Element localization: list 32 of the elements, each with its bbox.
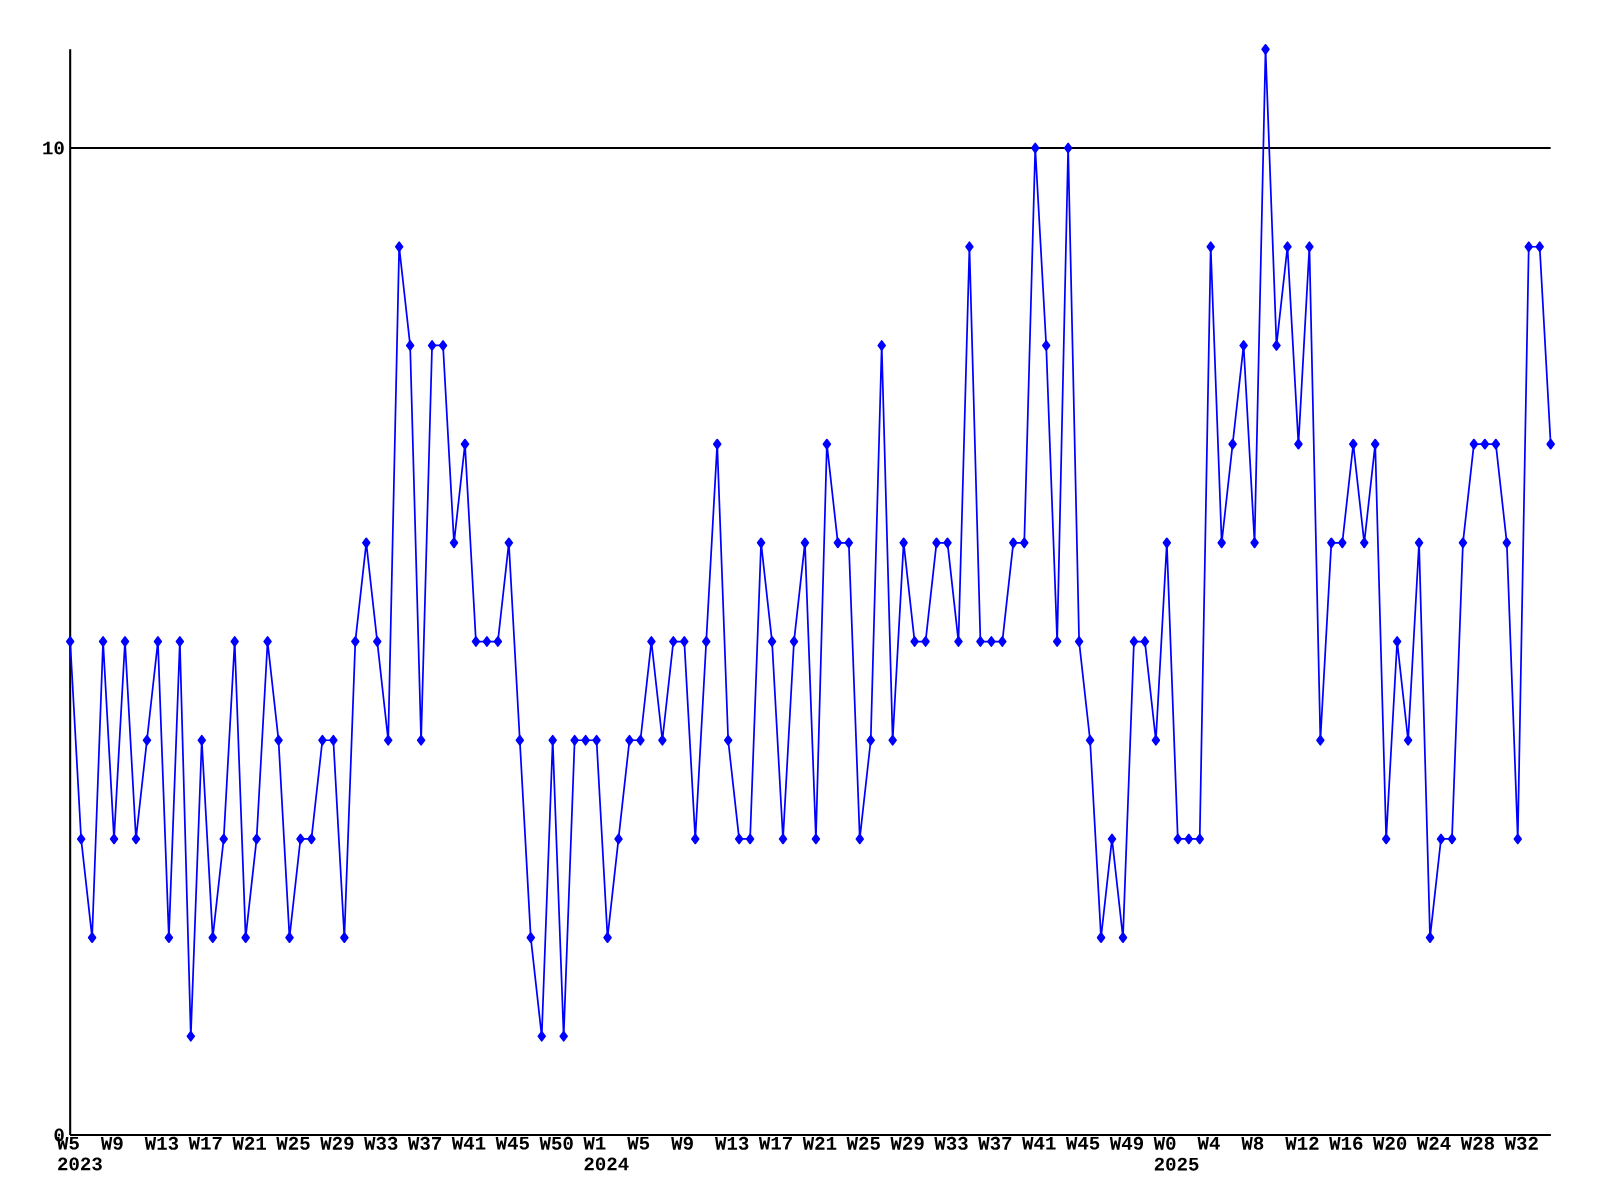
x-tick-label: W45 bbox=[495, 1136, 529, 1150]
x-tick-label: W49 bbox=[1109, 1136, 1144, 1150]
x-tick-label: W41 bbox=[1022, 1136, 1056, 1150]
x-tick-label: W32 bbox=[1504, 1136, 1538, 1150]
x-tick-label: W5 bbox=[627, 1136, 650, 1150]
x-tick-label: W4 bbox=[1197, 1136, 1220, 1150]
x-tick-label: W29 bbox=[320, 1136, 354, 1150]
x-tick-label: W24 bbox=[1416, 1136, 1451, 1150]
y-tick-label: 10 bbox=[43, 141, 64, 155]
x-tick-label: W45 bbox=[1065, 1136, 1100, 1150]
x-tick-label: W13 bbox=[144, 1136, 179, 1150]
x-tick-label: W25 bbox=[276, 1136, 310, 1150]
x-tick-label: W17 bbox=[758, 1136, 792, 1150]
x-tick-label: W9 bbox=[100, 1136, 123, 1150]
x-tick-label: W21 bbox=[802, 1136, 837, 1150]
x-tick-label: W12 bbox=[1285, 1136, 1319, 1150]
x-tick-label: W25 bbox=[846, 1136, 880, 1150]
x-tick-label: W37 bbox=[407, 1136, 441, 1150]
x-tick-label: W33 bbox=[364, 1136, 398, 1150]
x-tick-label: W20 bbox=[1372, 1136, 1407, 1150]
x-tick-label: W37 bbox=[978, 1136, 1012, 1150]
x-tick-label: W28 bbox=[1460, 1136, 1495, 1150]
x-tick-label: W41 bbox=[451, 1136, 486, 1150]
x-tick-label: W9 bbox=[671, 1136, 693, 1150]
x-tick-label: W8 bbox=[1241, 1136, 1264, 1150]
x-tick-label: W29 bbox=[890, 1136, 924, 1150]
x-tick-label: W50 bbox=[539, 1136, 573, 1150]
x-tick-label: W16 bbox=[1329, 1136, 1363, 1150]
x-tick-label: W13 bbox=[714, 1136, 749, 1150]
x-tick-label: W17 bbox=[188, 1136, 222, 1150]
x-tick-label: W33 bbox=[934, 1136, 968, 1150]
x-tick-label: W21 bbox=[232, 1136, 267, 1150]
